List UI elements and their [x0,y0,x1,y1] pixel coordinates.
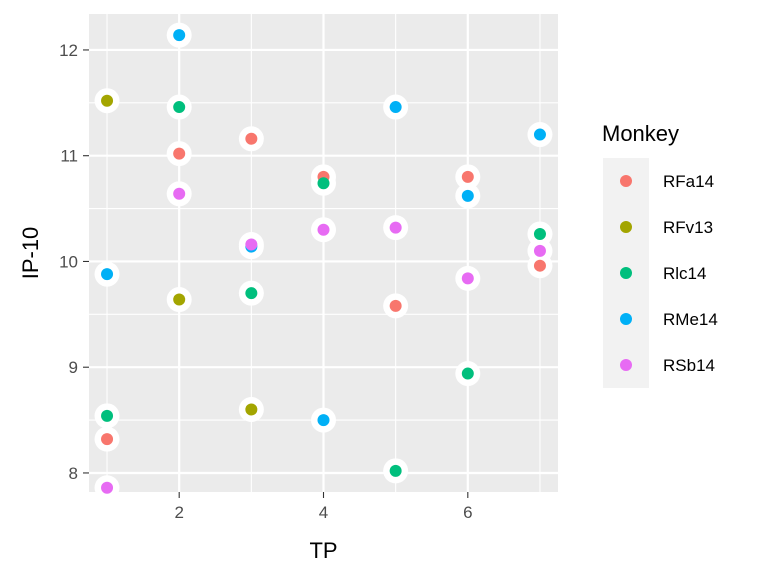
x-tick-label: 4 [319,503,328,522]
legend-key-dot [620,313,632,325]
data-point-rme14 [389,101,402,114]
data-point-rsb14 [533,244,546,257]
data-point-rfa14 [533,259,546,272]
legend-items: RFa14 RFv13 Rlc14 RMe14 RSb14 [620,172,718,375]
data-point-rme14 [101,268,114,281]
data-point-rfv13 [245,403,258,416]
axes: 2 4 6 8 9 10 11 12 [59,41,472,522]
legend-item: RSb14 [620,356,715,375]
y-tick-label: 12 [59,41,78,60]
legend-label: RFv13 [663,218,713,237]
data-point-rme14 [461,189,474,202]
y-tick-label: 11 [60,147,78,166]
data-point-rfa14 [101,433,114,446]
x-tick-label: 2 [174,503,183,522]
data-point-rsb14 [173,187,186,200]
data-point-rlc14 [317,177,330,190]
legend-label: RFa14 [663,172,714,191]
data-point-rme14 [173,29,186,42]
y-tick-label: 8 [69,464,78,483]
legend-key-dot [620,175,632,187]
data-point-rsb14 [389,221,402,234]
legend-key-dot [620,359,632,371]
legend-key-dot [620,267,632,279]
legend-key-dot [620,221,632,233]
data-point-rlc14 [245,287,258,300]
data-point-rfa14 [389,299,402,312]
y-tick-label: 9 [69,358,78,377]
data-point-rlc14 [461,367,474,380]
x-tick-label: 6 [463,503,472,522]
legend-item: RFa14 [620,172,714,191]
legend-item: RFv13 [620,218,713,237]
y-axis-title: IP-10 [18,227,43,280]
legend-label: RMe14 [663,310,718,329]
data-point-rfa14 [173,147,186,160]
legend-title: Monkey [602,121,679,146]
data-point-rfa14 [245,132,258,145]
point-halos [94,22,553,501]
data-point-rlc14 [101,409,114,422]
data-point-rlc14 [533,227,546,240]
data-point-rme14 [317,414,330,427]
data-point-rfv13 [101,94,114,107]
data-point-rsb14 [101,481,114,494]
legend: Monkey RFa14 RFv13 Rlc14 RMe14 RSb14 [602,121,718,388]
data-point-rme14 [533,128,546,141]
data-point-rfa14 [461,170,474,183]
y-tick-label: 10 [59,252,78,271]
data-points [101,29,546,494]
data-point-rsb14 [461,272,474,285]
legend-item: RMe14 [620,310,718,329]
legend-item: Rlc14 [620,264,706,283]
legend-label: Rlc14 [663,264,706,283]
data-point-rsb14 [245,238,258,251]
data-point-rsb14 [317,223,330,236]
x-axis-title: TP [309,538,337,563]
data-point-rlc14 [173,101,186,114]
data-point-rlc14 [389,464,402,477]
legend-label: RSb14 [663,356,715,375]
data-point-rfv13 [173,293,186,306]
